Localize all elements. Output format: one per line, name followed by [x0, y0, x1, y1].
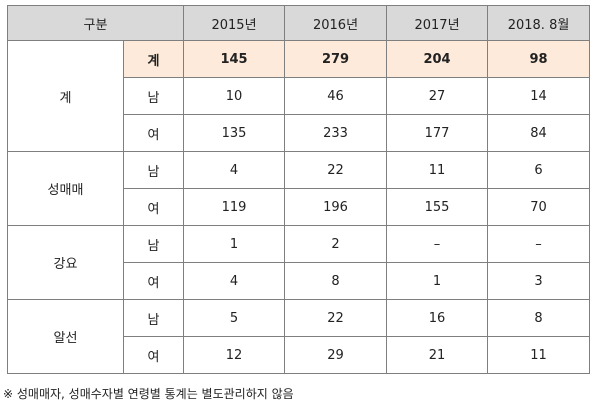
row-label: 여	[122, 188, 185, 226]
footnote: ※ 성매매자, 성매수자별 연령별 통계는 별도관리하지 않음	[3, 387, 294, 401]
table-cell: 11	[487, 336, 591, 374]
table-cell: 204	[386, 40, 489, 78]
table-row: 계 계 145 279 204 98	[7, 40, 591, 152]
table-cell: 10	[183, 77, 286, 115]
table-row: 강요 남 1 2 – –	[7, 225, 591, 300]
table-cell: 155	[386, 188, 489, 226]
table-row: 여 12 29 21 11	[8, 336, 591, 374]
table-row: 성매매 남 4 22 11 6	[7, 151, 591, 226]
header-row: 구분 2015년 2016년 2017년 2018. 8월	[6, 5, 591, 41]
table-cell: 135	[183, 114, 286, 152]
table-cell: 145	[183, 40, 286, 78]
group-label: 알선	[7, 299, 124, 374]
table-cell: 21	[386, 336, 489, 374]
table-cell: 14	[487, 77, 591, 115]
table-cell: 22	[284, 151, 388, 189]
table-cell: 98	[487, 40, 591, 78]
table-cell: 22	[284, 299, 388, 337]
row-label: 여	[122, 336, 185, 374]
header-year-2016: 2016년	[284, 5, 388, 41]
table-cell: 70	[487, 188, 591, 226]
table-cell: 6	[487, 151, 591, 189]
table-cell: 29	[284, 336, 388, 374]
table-cell: 279	[284, 40, 388, 78]
table-cell: 8	[487, 299, 591, 337]
table-row: 여 135 233 177 84	[8, 114, 591, 152]
table-cell: 4	[183, 151, 286, 189]
table-row: 알선 남 5 22 16 8	[7, 299, 591, 374]
group-label: 강요	[7, 225, 124, 300]
table-cell: 196	[284, 188, 388, 226]
group-label: 성매매	[7, 151, 124, 226]
row-label: 남	[122, 151, 185, 189]
table-cell: 177	[386, 114, 489, 152]
row-label: 여	[122, 114, 185, 152]
row-label: 남	[122, 299, 185, 337]
row-label: 여	[122, 262, 185, 300]
table-cell: 27	[386, 77, 489, 115]
header-year-2017: 2017년	[386, 5, 489, 41]
table-cell: 2	[284, 225, 388, 263]
row-label: 남	[122, 225, 185, 263]
table-cell: 233	[284, 114, 388, 152]
row-label: 남	[122, 77, 185, 115]
table-cell: 5	[183, 299, 286, 337]
table-row: 남 10 46 27 14	[8, 77, 591, 115]
table-cell: 3	[487, 262, 591, 300]
table-cell: –	[487, 225, 591, 263]
header-category: 구분	[6, 5, 185, 41]
header-year-2018: 2018. 8월	[487, 5, 591, 41]
group-label: 계	[7, 40, 124, 152]
table-cell: 8	[284, 262, 388, 300]
table-cell: 1	[183, 225, 286, 263]
table-cell: 119	[183, 188, 286, 226]
table-cell: 11	[386, 151, 489, 189]
table-cell: 46	[284, 77, 388, 115]
table-cell: 12	[183, 336, 286, 374]
table-row: 여 119 196 155 70	[8, 188, 591, 226]
table-cell: 1	[386, 262, 489, 300]
table-cell: –	[386, 225, 489, 263]
row-label: 계	[122, 40, 185, 78]
table-cell: 4	[183, 262, 286, 300]
table-cell: 16	[386, 299, 489, 337]
header-year-2015: 2015년	[183, 5, 286, 41]
table-cell: 84	[487, 114, 591, 152]
statistics-table: 구분 2015년 2016년 2017년 2018. 8월 계 계 145 27…	[6, 5, 591, 374]
table-row: 여 4 8 1 3	[8, 262, 591, 300]
